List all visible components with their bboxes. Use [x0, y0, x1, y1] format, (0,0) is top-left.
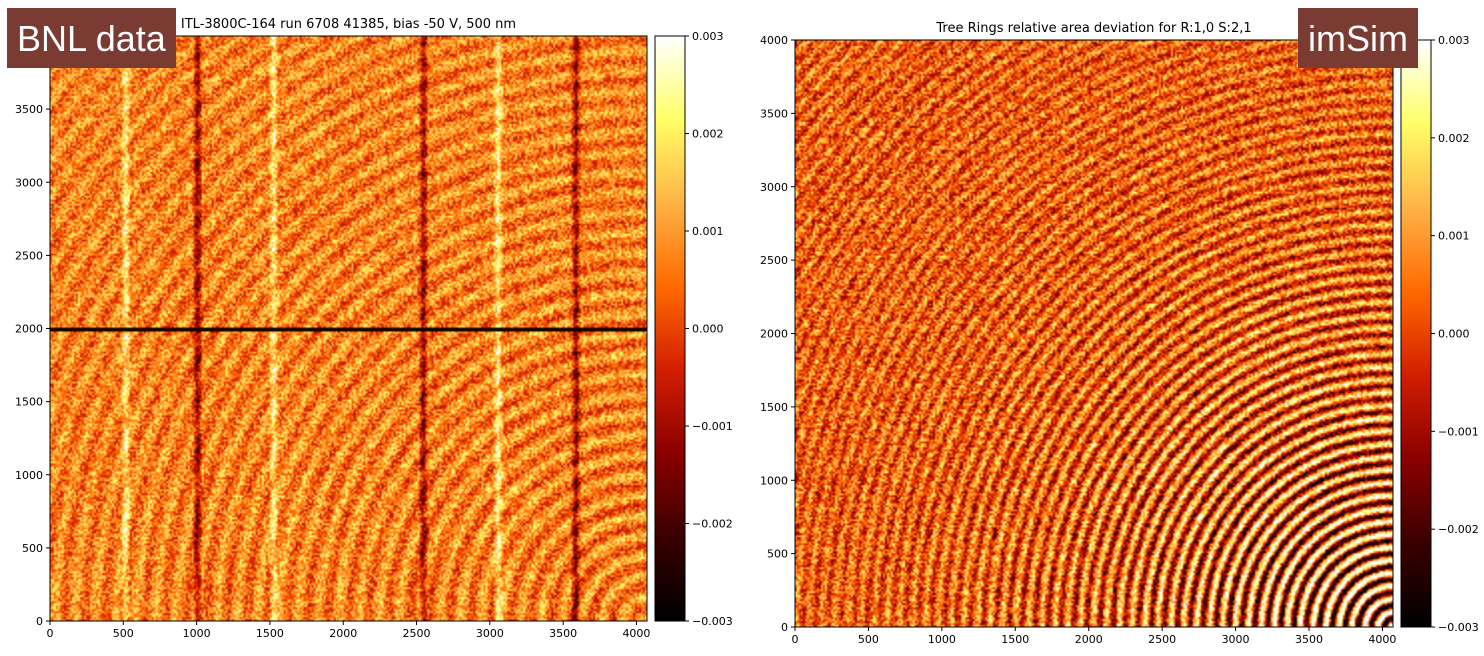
bnl-x-tick-label: 3500 [549, 627, 577, 640]
bnl-x-tick-label: 500 [113, 627, 134, 640]
imsim-x-tick-label: 500 [858, 633, 879, 646]
bnl-x-tick-label: 2500 [403, 627, 431, 640]
imsim-x-tick-label: 1000 [928, 633, 956, 646]
imsim-y-tick-label: 3500 [760, 107, 788, 120]
imsim-colorbar-tick-label: 0.002 [1438, 132, 1470, 145]
bnl-y-tick-label: 2000 [15, 323, 43, 336]
imsim-x-tick-label: 3500 [1295, 633, 1323, 646]
imsim-y-tick-label: 500 [767, 548, 788, 561]
imsim-x-tick-label: 3000 [1222, 633, 1250, 646]
bnl-y-tick-label: 3500 [15, 103, 43, 116]
imsim-x-tick-label: 2500 [1148, 633, 1176, 646]
imsim-x-tick-label: 1500 [1001, 633, 1029, 646]
bnl-x-tick-label: 1500 [256, 627, 284, 640]
bnl-y-tick-label: 2500 [15, 249, 43, 262]
bnl-x-tick-label: 4000 [622, 627, 650, 640]
imsim-colorbar-tick-label: −0.003 [1438, 621, 1479, 634]
imsim-colorbar [1401, 40, 1431, 627]
bnl-heatmap-image [50, 36, 647, 621]
imsim-heatmap-image [795, 40, 1393, 627]
bnl-x-tick-label: 3000 [476, 627, 504, 640]
imsim-y-tick-label: 1000 [760, 474, 788, 487]
bnl-colorbar-tick-label: 0.002 [692, 128, 724, 141]
imsim-x-tick-label: 4000 [1368, 633, 1396, 646]
bnl-colorbar-tick-label: −0.001 [692, 420, 733, 433]
imsim-y-tick-label: 3000 [760, 181, 788, 194]
bnl-x-tick-label: 0 [47, 627, 54, 640]
imsim-colorbar-tick-label: 0.001 [1438, 230, 1470, 243]
imsim-y-tick-label: 1500 [760, 401, 788, 414]
imsim-x-tick-label: 0 [792, 633, 799, 646]
imsim-y-tick-label: 2000 [760, 328, 788, 341]
imsim-colorbar-tick-label: −0.002 [1438, 523, 1479, 536]
bnl-colorbar [655, 36, 685, 621]
bnl-y-tick-label: 3000 [15, 176, 43, 189]
bnl-y-tick-label: 0 [36, 615, 43, 628]
bnl-colorbar-tick-label: 0.000 [692, 323, 724, 336]
bnl-y-tick-label: 1500 [15, 396, 43, 409]
imsim-y-tick-label: 2500 [760, 254, 788, 267]
imsim-colorbar-tick-label: 0.000 [1438, 328, 1470, 341]
imsim-colorbar-tick-label: −0.001 [1438, 425, 1479, 438]
bnl-y-tick-label: 1000 [15, 469, 43, 482]
imsim-colorbar-tick-label: 0.003 [1438, 34, 1470, 47]
imsim-badge: imSim [1298, 8, 1418, 68]
imsim-title: Tree Rings relative area deviation for R… [935, 21, 1251, 36]
bnl-colorbar-tick-label: −0.003 [692, 615, 733, 628]
bnl-colorbar-tick-label: 0.001 [692, 225, 724, 238]
bnl-colorbar-tick-label: −0.002 [692, 518, 733, 531]
imsim-y-tick-label: 4000 [760, 34, 788, 47]
imsim-x-tick-label: 2000 [1075, 633, 1103, 646]
imsim-panel: Tree Rings relative area deviation for R… [760, 21, 1479, 646]
bnl-x-tick-label: 2000 [329, 627, 357, 640]
imsim-y-tick-label: 0 [781, 621, 788, 634]
bnl-y-tick-label: 500 [22, 542, 43, 555]
bnl-panel: ITL-3800C-164 run 6708 41385, bias -50 V… [15, 17, 733, 640]
bnl-title: ITL-3800C-164 run 6708 41385, bias -50 V… [181, 17, 516, 32]
bnl-data-badge: BNL data [7, 8, 176, 68]
bnl-colorbar-tick-label: 0.003 [692, 30, 724, 43]
bnl-x-tick-label: 1000 [183, 627, 211, 640]
